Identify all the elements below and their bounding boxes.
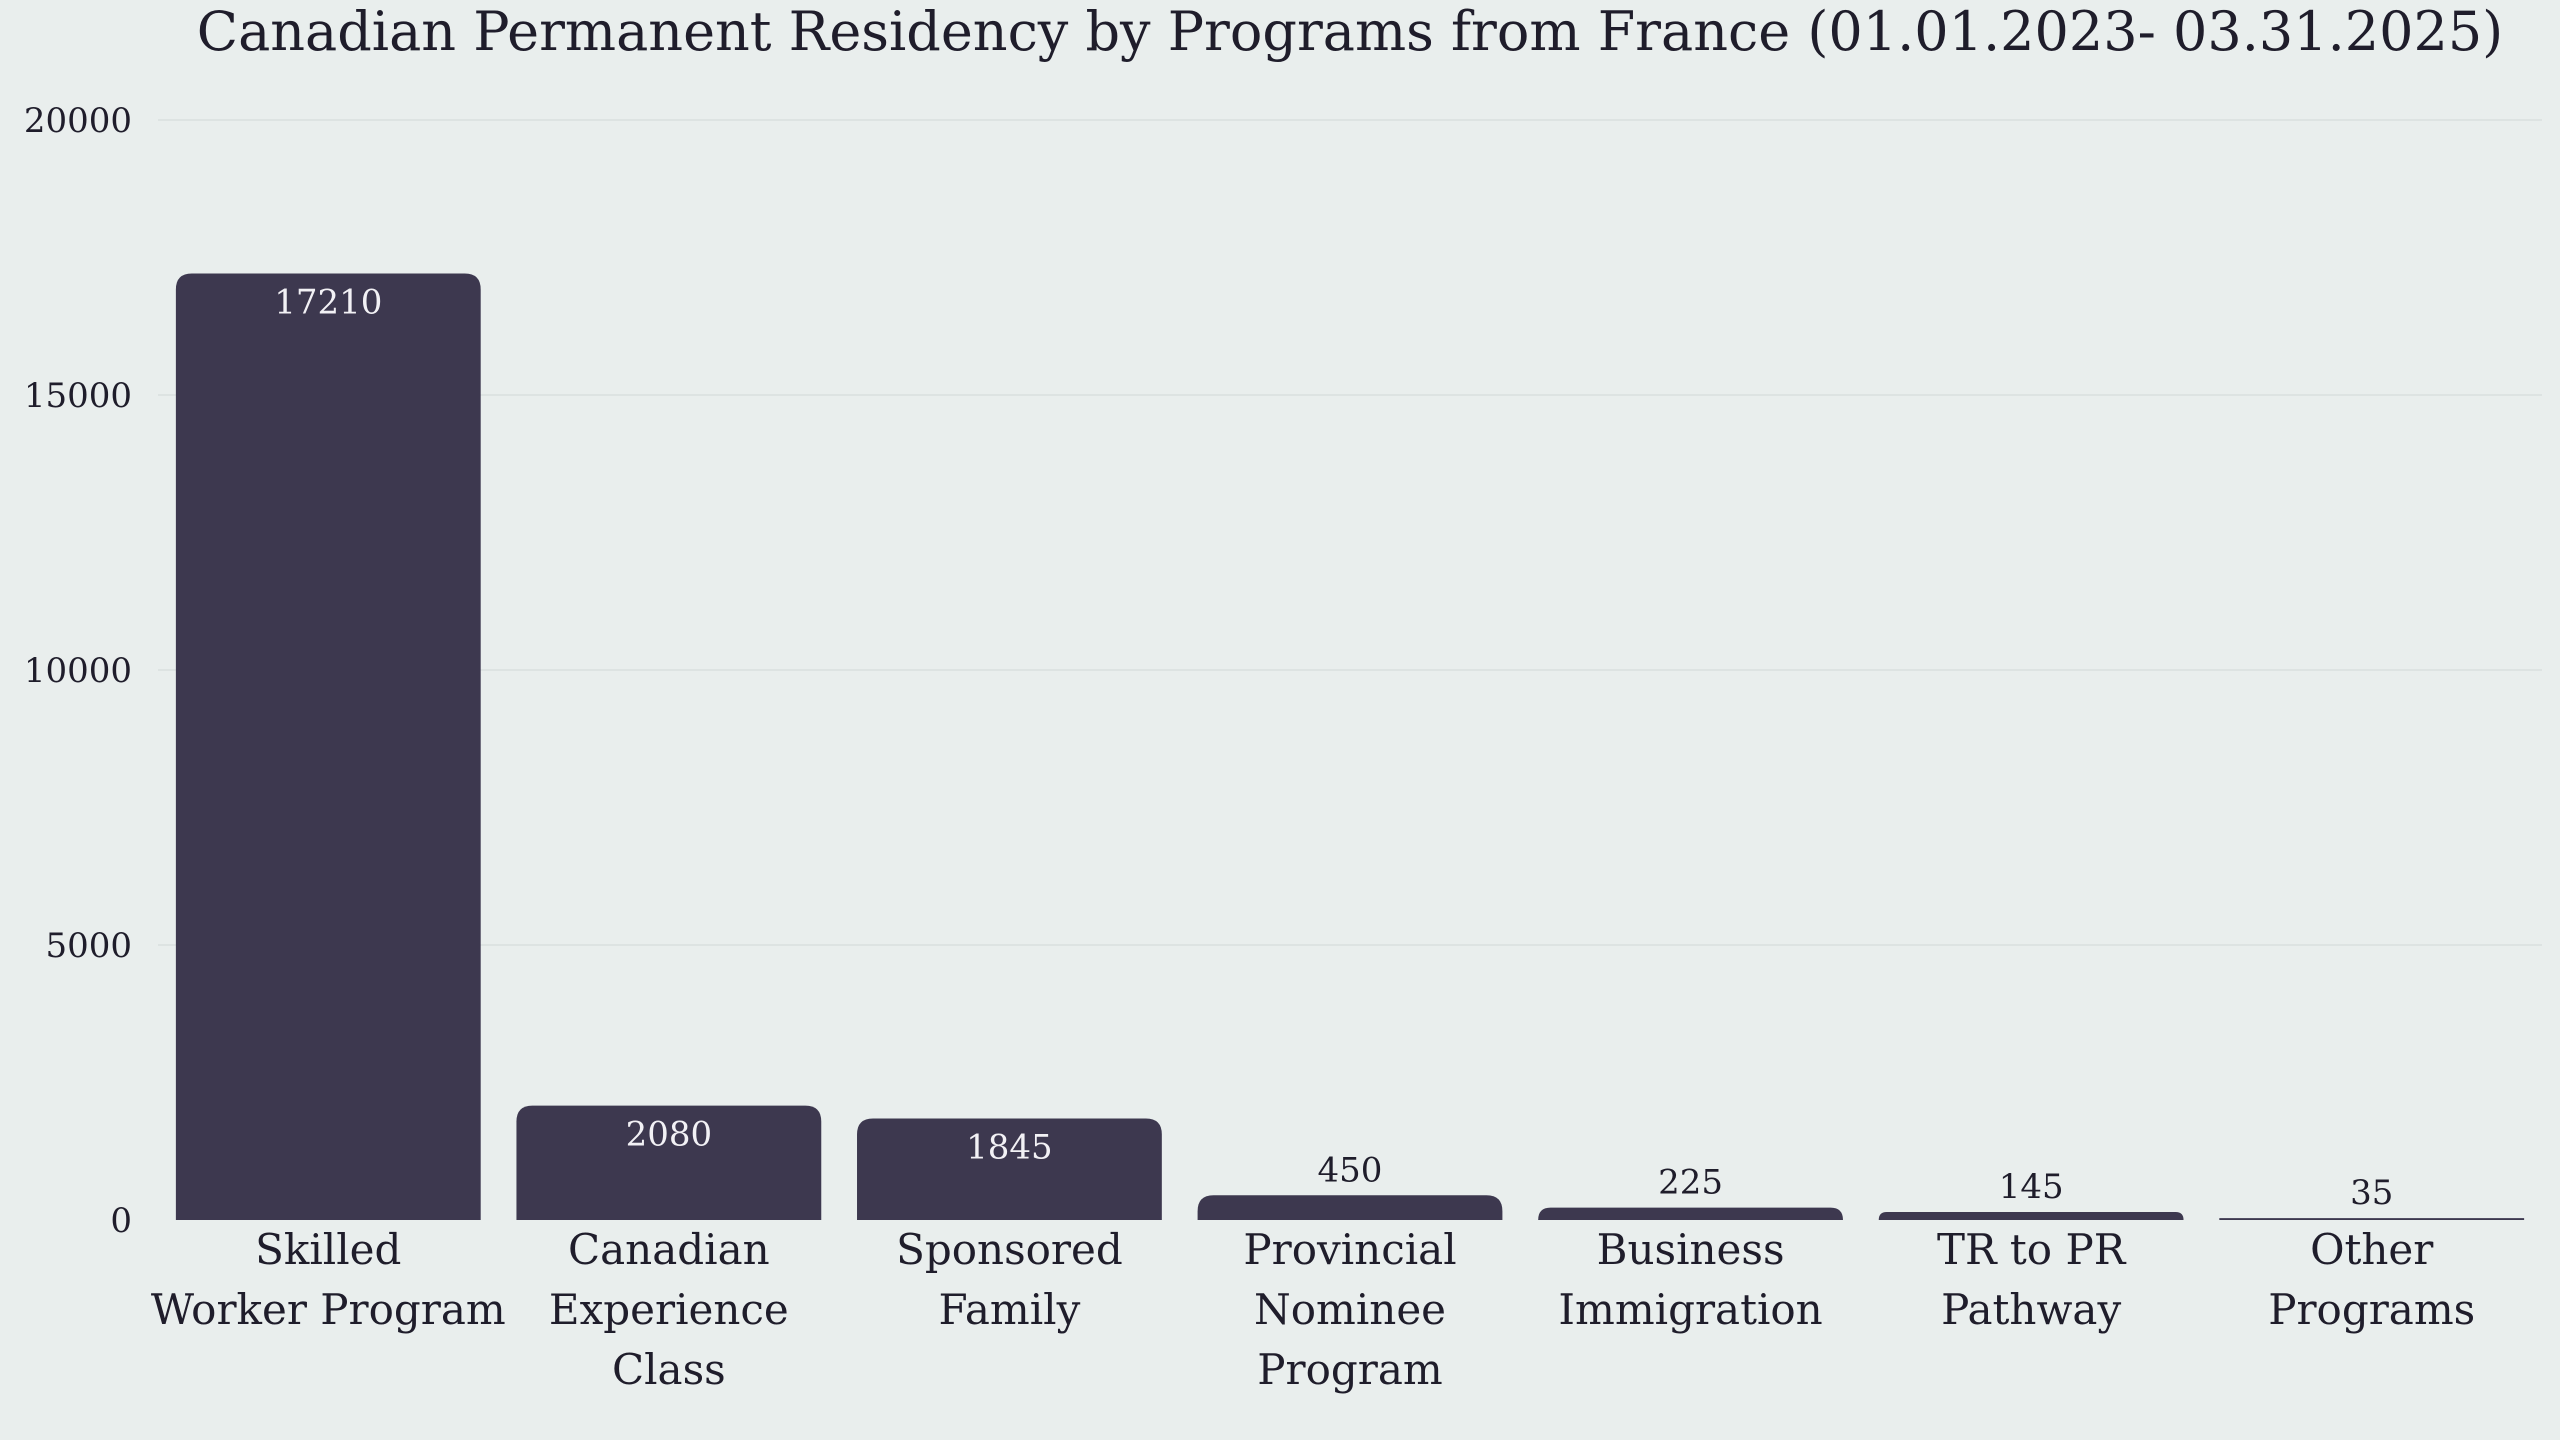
bars <box>175 273 2525 1220</box>
bar <box>516 1105 822 1220</box>
x-category-label-line: Worker Program <box>151 1285 506 1334</box>
bar <box>1538 1207 1843 1220</box>
x-category-label-line: Family <box>939 1285 1081 1334</box>
x-category-label: Business Immigration <box>1558 1225 1822 1334</box>
x-category-label-line: Business <box>1597 1225 1785 1274</box>
x-category-label-line: Canadian <box>568 1225 770 1274</box>
bar-value-label: 35 <box>2350 1173 2393 1213</box>
x-category-label-line: Skilled <box>255 1225 401 1274</box>
y-tick-label: 10000 <box>24 651 132 691</box>
x-category-label-line: Immigration <box>1558 1285 1822 1334</box>
x-category-label: Skilled Worker Program <box>151 1225 506 1334</box>
y-tick-label: 0 <box>110 1201 132 1241</box>
x-category-label: TR to PR Pathway <box>1937 1225 2127 1334</box>
bar-value-label: 17210 <box>274 282 382 322</box>
bar <box>2219 1218 2525 1220</box>
x-category-label: Provincial Nominee Program <box>1243 1225 1456 1394</box>
x-category-label-line: Programs <box>2268 1285 2475 1334</box>
bar-value-label: 145 <box>1999 1167 2064 1207</box>
x-category-label-line: Sponsored <box>896 1225 1123 1274</box>
x-category-label-line: Other <box>2310 1225 2434 1274</box>
x-category-label: Canadian Experience Class <box>549 1225 789 1394</box>
bar-value-label: 225 <box>1658 1163 1723 1203</box>
y-axis-ticks: 0 5000 10000 15000 20000 <box>24 101 132 1241</box>
value-labels: 17210 2080 1845 450 225 145 35 <box>274 282 2393 1213</box>
bar-value-label: 2080 <box>626 1115 713 1155</box>
chart-title: Canadian Permanent Residency by Programs… <box>197 0 2504 63</box>
x-category-label-line: Experience <box>549 1285 789 1334</box>
bar-value-label: 450 <box>1318 1150 1383 1190</box>
y-tick-label: 15000 <box>24 376 132 416</box>
bar <box>1197 1195 1503 1220</box>
x-category-label-line: Pathway <box>1941 1285 2121 1334</box>
x-category-label: Other Programs <box>2268 1225 2475 1334</box>
x-category-label: Sponsored Family <box>896 1225 1123 1334</box>
bar <box>1878 1212 2184 1220</box>
x-category-label-line: Provincial <box>1243 1225 1456 1274</box>
x-category-label-line: Program <box>1257 1345 1442 1394</box>
y-tick-label: 20000 <box>24 101 132 141</box>
gridlines <box>158 119 2542 946</box>
bar-value-label: 1845 <box>966 1128 1053 1168</box>
bar <box>857 1118 1162 1220</box>
x-category-label-line: Class <box>612 1345 726 1394</box>
y-tick-label: 5000 <box>45 926 132 966</box>
bar <box>175 273 481 1220</box>
x-category-label-line: TR to PR <box>1937 1225 2127 1274</box>
x-category-label-line: Nominee <box>1254 1285 1446 1334</box>
